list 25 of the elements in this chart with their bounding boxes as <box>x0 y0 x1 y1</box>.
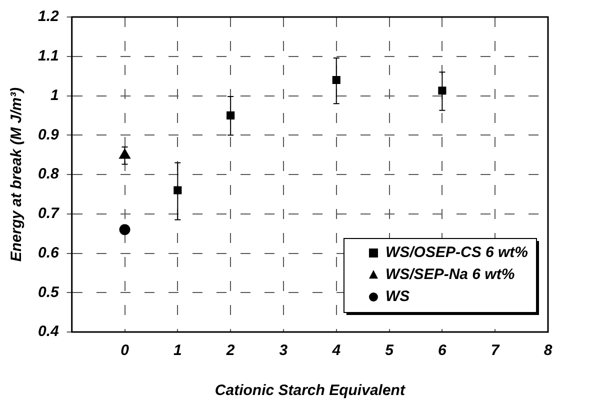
legend-label: WS/OSEP-CS 6 wt% <box>385 244 528 262</box>
x-tick-label: 1 <box>173 342 182 360</box>
y-tick-label: 1.1 <box>38 48 59 65</box>
legend-label: WS <box>385 288 410 306</box>
x-tick-label: 0 <box>120 342 130 360</box>
legend-label: WS/SEP-Na 6 wt% <box>385 266 515 284</box>
y-tick-label: 0.7 <box>38 205 60 222</box>
x-tick-label: 2 <box>225 342 236 360</box>
y-tick-label: 0.9 <box>38 126 60 144</box>
y-tick-label: 0.5 <box>38 284 60 301</box>
y-tick-label: 0.8 <box>38 166 60 183</box>
x-tick-label: 5 <box>385 342 394 360</box>
x-tick-label: 7 <box>490 342 500 360</box>
point <box>119 224 130 236</box>
x-tick-label: 3 <box>279 342 288 360</box>
y-tick-label: 0.6 <box>38 244 60 262</box>
x-tick-label: 4 <box>331 342 342 360</box>
x-tick-label: 6 <box>438 342 448 360</box>
y-tick-label: 1.2 <box>38 8 60 26</box>
y-tick-label: 0.4 <box>38 323 60 340</box>
x-axis-title: Cationic Starch Equivalent <box>214 382 406 400</box>
point <box>174 186 182 194</box>
y-axis-title: Energy at break (M J/m³) <box>8 87 26 262</box>
y-tick-label: 1 <box>50 86 59 104</box>
x-tick-label: 8 <box>544 342 553 360</box>
